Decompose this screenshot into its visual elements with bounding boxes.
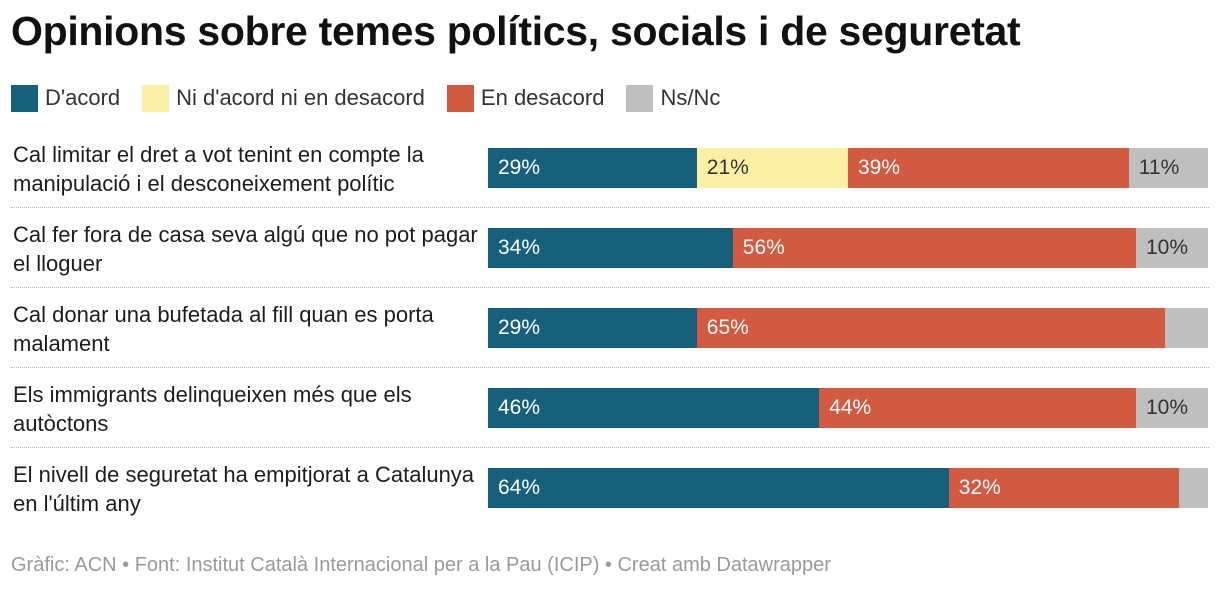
legend-swatch-dacord — [11, 84, 38, 112]
category-label: El nivell de seguretat ha empitjorat a C… — [13, 462, 475, 516]
bar-row: 29% 65% — [488, 308, 1208, 348]
bar-segment-desacord — [819, 388, 1136, 428]
bar-segment-nsnc — [1128, 148, 1208, 188]
data-label: 29% — [498, 316, 541, 339]
category-label: Els immigrants delinqueixen més que els … — [13, 382, 412, 436]
row-separator — [11, 287, 1209, 288]
legend-label-nsnc: Ns/Nc — [660, 85, 721, 110]
bar-row: 46% 44% 10% — [488, 388, 1208, 428]
data-label: 11% — [1138, 156, 1180, 179]
bar-segment-desacord — [696, 308, 1165, 348]
category-label: Cal donar una bufetada al fill quan es p… — [13, 302, 434, 356]
data-label: 56% — [742, 236, 785, 259]
bar-row: 64% 32% — [488, 468, 1208, 508]
legend-label-neutral: Ni d'acord ni en desacord — [176, 85, 425, 110]
legend-swatch-desacord — [446, 84, 474, 112]
bar-segment-nsnc — [1179, 468, 1208, 508]
data-label: 34% — [498, 236, 541, 259]
bar-segment-dacord — [488, 148, 697, 188]
data-label: 10% — [1146, 236, 1189, 259]
data-label: 39% — [858, 156, 901, 179]
data-label: 29% — [498, 156, 541, 179]
category-label: Cal limitar el dret a vot tenint en comp… — [13, 142, 424, 196]
bar-segment-desacord — [848, 148, 1129, 188]
legend-label-desacord: En desacord — [480, 85, 605, 110]
data-label: 64% — [498, 476, 541, 499]
bar-row: 29% 21% 39% 11% — [488, 148, 1208, 188]
legend-label-dacord: D'acord — [45, 85, 121, 110]
data-label: 32% — [958, 476, 1001, 499]
legend-item-neutral: Ni d'acord ni en desacord — [142, 84, 425, 112]
data-label: 65% — [706, 316, 749, 339]
bar-segment-desacord — [732, 228, 1136, 268]
chart-title: Opinions sobre temes polítics, socials i… — [11, 8, 1021, 54]
bar-row: 34% 56% 10% — [488, 228, 1208, 268]
bar-segment-nsnc — [1136, 228, 1208, 268]
bar-segment-dacord — [488, 228, 733, 268]
legend-swatch-neutral — [142, 84, 170, 112]
data-label: 21% — [706, 156, 749, 179]
legend-swatch-nsnc — [626, 84, 654, 112]
bar-segment-nsnc — [1164, 308, 1208, 348]
legend-item-dacord: D'acord — [11, 84, 121, 112]
legend-item-nsnc: Ns/Nc — [626, 84, 721, 112]
data-label: 10% — [1146, 396, 1189, 419]
chart-legend: D'acord Ni d'acord ni en desacord En des… — [11, 84, 742, 112]
bar-segment-dacord — [488, 388, 820, 428]
bar-segment-dacord — [488, 308, 697, 348]
row-separator — [11, 447, 1209, 448]
bar-segment-nsnc — [1136, 388, 1208, 428]
data-label: 44% — [829, 396, 872, 419]
chart-footer: Gràfic: ACN • Font: Institut Català Inte… — [11, 554, 831, 576]
row-separator — [11, 207, 1209, 208]
bar-segment-dacord — [488, 468, 949, 508]
row-separator — [11, 367, 1209, 368]
bar-segment-desacord — [948, 468, 1180, 508]
legend-item-desacord: En desacord — [446, 84, 605, 112]
data-label: 46% — [498, 396, 541, 419]
bar-segment-neutral — [696, 148, 848, 188]
category-label: Cal fer fora de casa seva algú que no po… — [13, 222, 478, 276]
